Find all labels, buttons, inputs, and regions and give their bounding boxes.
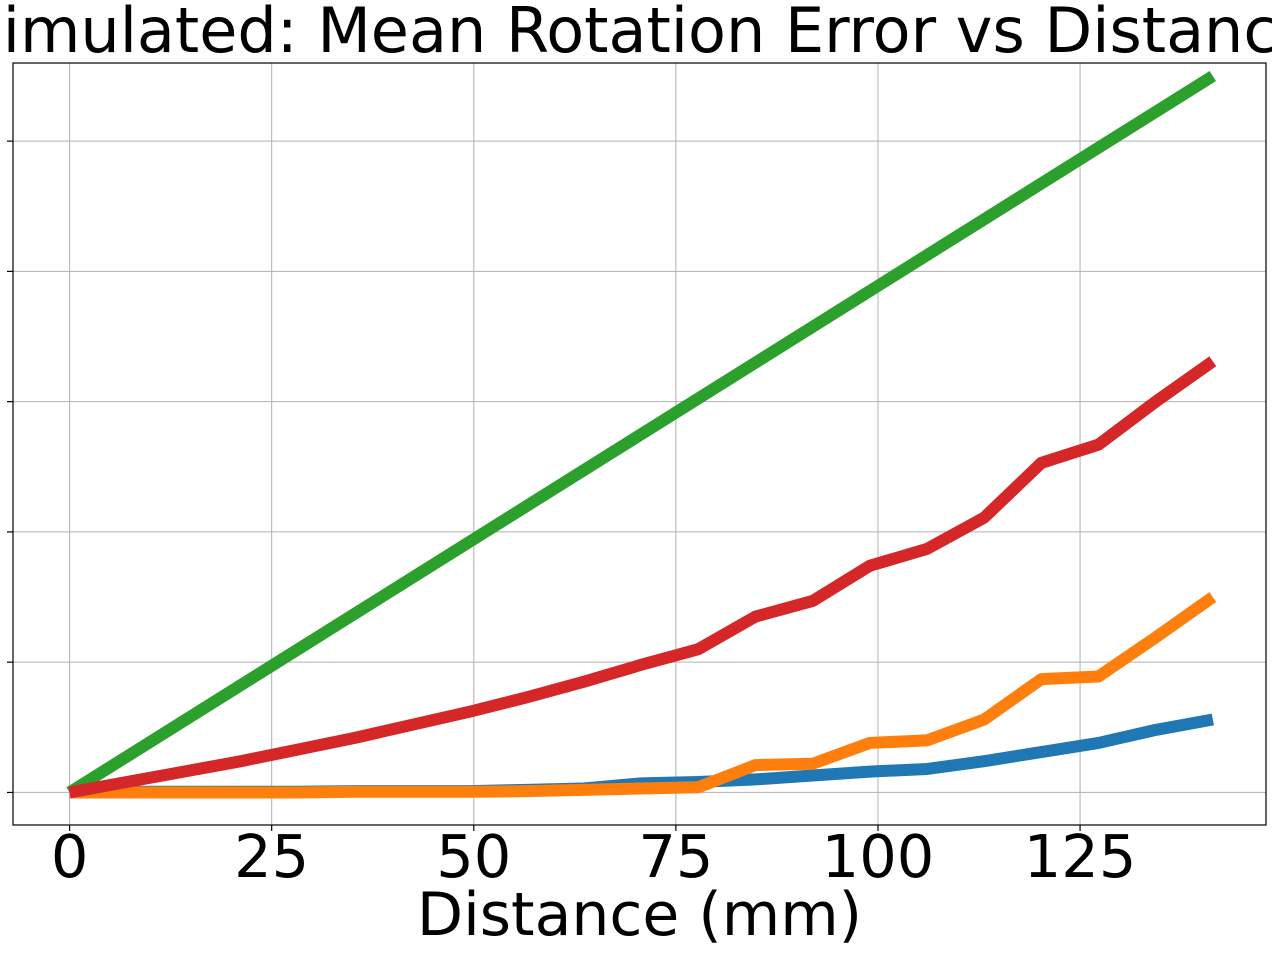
x-tick-label: 100: [822, 822, 935, 891]
x-axis-label: Distance (mm): [417, 880, 862, 950]
ticks: 0 25 50 75 100 125: [7, 140, 1137, 891]
series-line-red: [68, 356, 1217, 799]
x-tick-label: 0: [51, 822, 89, 891]
x-tick-label: 75: [638, 822, 713, 891]
chart-title: Simulated: Mean Rotation Error vs Distan…: [0, 0, 1272, 67]
series-line-orange: [69, 592, 1217, 799]
plot-frame: [12, 62, 1267, 826]
series-line-green: [66, 70, 1216, 798]
x-tick-label: 25: [234, 822, 309, 891]
x-tick-label: 125: [1024, 822, 1137, 891]
x-tick-label: 50: [436, 822, 511, 891]
series-group: [66, 70, 1217, 799]
